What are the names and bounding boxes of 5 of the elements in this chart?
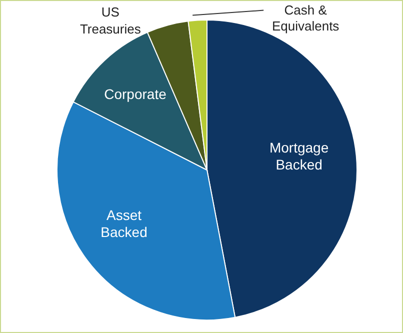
slice-label: Mortgage Backed [269,139,329,172]
slice-label: US Treasuries [80,4,142,36]
slice-label: Corporate [104,86,167,102]
slice-label: Cash & Equivalents [272,2,340,34]
slice-label: Asset Backed [100,207,148,240]
